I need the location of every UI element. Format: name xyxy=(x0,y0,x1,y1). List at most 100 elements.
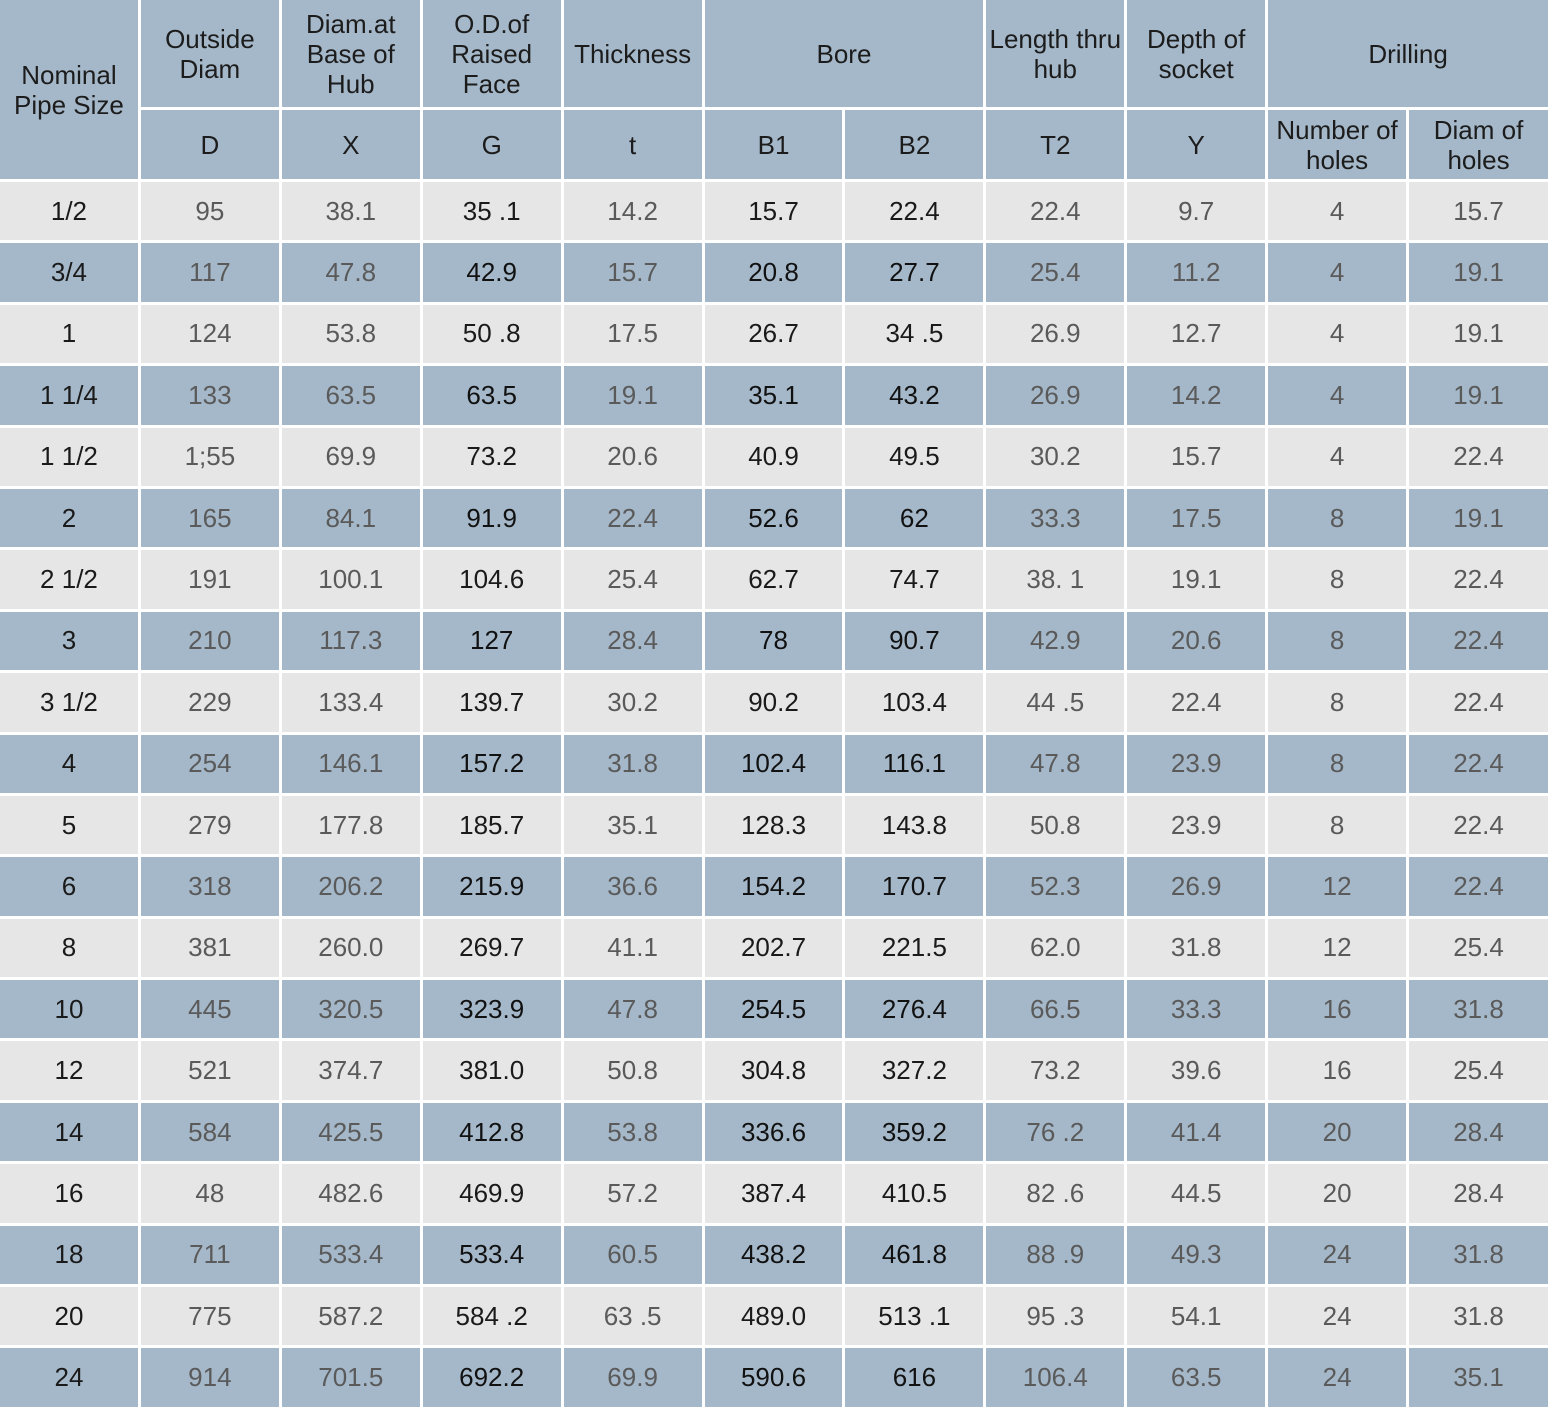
cell-diam-base-hub: 84.1 xyxy=(281,488,420,548)
header-length-thru-hub: Length thru hub xyxy=(986,0,1125,107)
cell-nominal-size: 8 xyxy=(0,918,138,978)
cell-bore-b1: 26.7 xyxy=(704,304,843,364)
cell-thickness: 17.5 xyxy=(563,304,702,364)
cell-bore-b2: 62 xyxy=(845,488,984,548)
cell-diam-of-holes: 15.7 xyxy=(1409,182,1548,241)
cell-depth-of-socket: 54.1 xyxy=(1127,1287,1266,1346)
cell-outside-diam: 521 xyxy=(140,1041,279,1100)
cell-diam-of-holes: 22.4 xyxy=(1409,673,1548,732)
table-body: 1/2 95 38.1 35 .1 14.2 15.7 22.4 22.4 9.7 4 15.7 3/… xyxy=(0,182,1548,1407)
cell-diam-of-holes: 22.4 xyxy=(1409,550,1548,609)
table-header: Nominal Pipe Size Outside Diam Diam.at B… xyxy=(0,0,1548,179)
cell-bore-b2: 616 xyxy=(845,1348,984,1407)
cell-bore-b2: 74.7 xyxy=(845,550,984,609)
header-symbol-d: D xyxy=(140,110,279,179)
cell-diam-base-hub: 320.5 xyxy=(281,980,420,1039)
cell-length-thru-hub: 95 .3 xyxy=(986,1287,1125,1346)
cell-diam-base-hub: 206.2 xyxy=(281,857,420,916)
cell-bore-b2: 143.8 xyxy=(845,795,984,855)
cell-outside-diam: 124 xyxy=(140,304,279,364)
cell-od-raised-face: 215.9 xyxy=(422,857,561,916)
cell-nominal-size: 1 1/4 xyxy=(0,366,138,425)
cell-bore-b2: 359.2 xyxy=(845,1102,984,1162)
header-symbol-b1: B1 xyxy=(704,110,843,179)
header-diam-of-holes: Diam of holes xyxy=(1409,110,1548,179)
cell-depth-of-socket: 33.3 xyxy=(1127,980,1266,1039)
cell-outside-diam: 95 xyxy=(140,182,279,241)
cell-bore-b1: 15.7 xyxy=(704,182,843,241)
header-row-groups: Nominal Pipe Size Outside Diam Diam.at B… xyxy=(0,0,1548,179)
cell-thickness: 36.6 xyxy=(563,857,702,916)
cell-outside-diam: 445 xyxy=(140,980,279,1039)
cell-outside-diam: 318 xyxy=(140,857,279,916)
header-nominal-pipe-size: Nominal Pipe Size xyxy=(0,0,138,179)
table-row: 16 48 482.6 469.9 57.2 387.4 410.5 82 .6 44.5 20 2… xyxy=(0,1164,1548,1223)
cell-depth-of-socket: 31.8 xyxy=(1127,918,1266,978)
cell-od-raised-face: 533.4 xyxy=(422,1225,561,1285)
cell-thickness: 57.2 xyxy=(563,1164,702,1223)
header-symbol-g: G xyxy=(422,110,561,179)
cell-diam-of-holes: 19.1 xyxy=(1409,304,1548,364)
cell-bore-b1: 78 xyxy=(704,611,843,671)
cell-bore-b2: 90.7 xyxy=(845,611,984,671)
cell-bore-b2: 461.8 xyxy=(845,1225,984,1285)
cell-bore-b1: 590.6 xyxy=(704,1348,843,1407)
cell-bore-b2: 276.4 xyxy=(845,980,984,1039)
table-row: 8 381 260.0 269.7 41.1 202.7 221.5 62.0 31.8 12 25… xyxy=(0,918,1548,978)
cell-od-raised-face: 381.0 xyxy=(422,1041,561,1100)
cell-bore-b1: 202.7 xyxy=(704,918,843,978)
cell-depth-of-socket: 11.2 xyxy=(1127,243,1266,302)
cell-bore-b2: 103.4 xyxy=(845,673,984,732)
cell-thickness: 14.2 xyxy=(563,182,702,241)
cell-outside-diam: 381 xyxy=(140,918,279,978)
cell-number-of-holes: 4 xyxy=(1268,182,1407,241)
cell-length-thru-hub: 82 .6 xyxy=(986,1164,1125,1223)
cell-diam-of-holes: 35.1 xyxy=(1409,1348,1548,1407)
cell-bore-b2: 22.4 xyxy=(845,182,984,241)
cell-depth-of-socket: 39.6 xyxy=(1127,1041,1266,1100)
cell-bore-b1: 438.2 xyxy=(704,1225,843,1285)
cell-diam-base-hub: 425.5 xyxy=(281,1102,420,1162)
cell-depth-of-socket: 20.6 xyxy=(1127,611,1266,671)
cell-depth-of-socket: 23.9 xyxy=(1127,734,1266,793)
cell-bore-b1: 254.5 xyxy=(704,980,843,1039)
cell-nominal-size: 16 xyxy=(0,1164,138,1223)
cell-od-raised-face: 104.6 xyxy=(422,550,561,609)
cell-od-raised-face: 73.2 xyxy=(422,427,561,486)
cell-nominal-size: 20 xyxy=(0,1287,138,1346)
cell-length-thru-hub: 42.9 xyxy=(986,611,1125,671)
table-row: 24 914 701.5 692.2 69.9 590.6 616 106.4 63.5 24 35… xyxy=(0,1348,1548,1407)
cell-diam-base-hub: 533.4 xyxy=(281,1225,420,1285)
header-symbol-t: t xyxy=(563,110,702,179)
cell-nominal-size: 1/2 xyxy=(0,182,138,241)
cell-nominal-size: 6 xyxy=(0,857,138,916)
header-drilling: Drilling xyxy=(1268,0,1548,107)
cell-length-thru-hub: 26.9 xyxy=(986,366,1125,425)
cell-diam-of-holes: 25.4 xyxy=(1409,1041,1548,1100)
cell-diam-of-holes: 19.1 xyxy=(1409,366,1548,425)
cell-bore-b2: 27.7 xyxy=(845,243,984,302)
cell-depth-of-socket: 9.7 xyxy=(1127,182,1266,241)
cell-number-of-holes: 8 xyxy=(1268,488,1407,548)
cell-diam-base-hub: 701.5 xyxy=(281,1348,420,1407)
cell-bore-b1: 52.6 xyxy=(704,488,843,548)
cell-thickness: 31.8 xyxy=(563,734,702,793)
cell-length-thru-hub: 25.4 xyxy=(986,243,1125,302)
cell-bore-b1: 154.2 xyxy=(704,857,843,916)
cell-diam-of-holes: 28.4 xyxy=(1409,1102,1548,1162)
header-od-raised-face: O.D.of Raised Face xyxy=(422,0,561,107)
cell-bore-b1: 90.2 xyxy=(704,673,843,732)
header-thickness: Thickness xyxy=(563,0,702,107)
table-row: 1 1/4 133 63.5 63.5 19.1 35.1 43.2 26.9 14.2 4 19.… xyxy=(0,366,1548,425)
cell-thickness: 28.4 xyxy=(563,611,702,671)
cell-diam-base-hub: 260.0 xyxy=(281,918,420,978)
cell-number-of-holes: 24 xyxy=(1268,1348,1407,1407)
cell-od-raised-face: 139.7 xyxy=(422,673,561,732)
cell-od-raised-face: 269.7 xyxy=(422,918,561,978)
cell-nominal-size: 2 1/2 xyxy=(0,550,138,609)
cell-diam-of-holes: 25.4 xyxy=(1409,918,1548,978)
cell-outside-diam: 914 xyxy=(140,1348,279,1407)
cell-diam-base-hub: 177.8 xyxy=(281,795,420,855)
cell-number-of-holes: 16 xyxy=(1268,980,1407,1039)
